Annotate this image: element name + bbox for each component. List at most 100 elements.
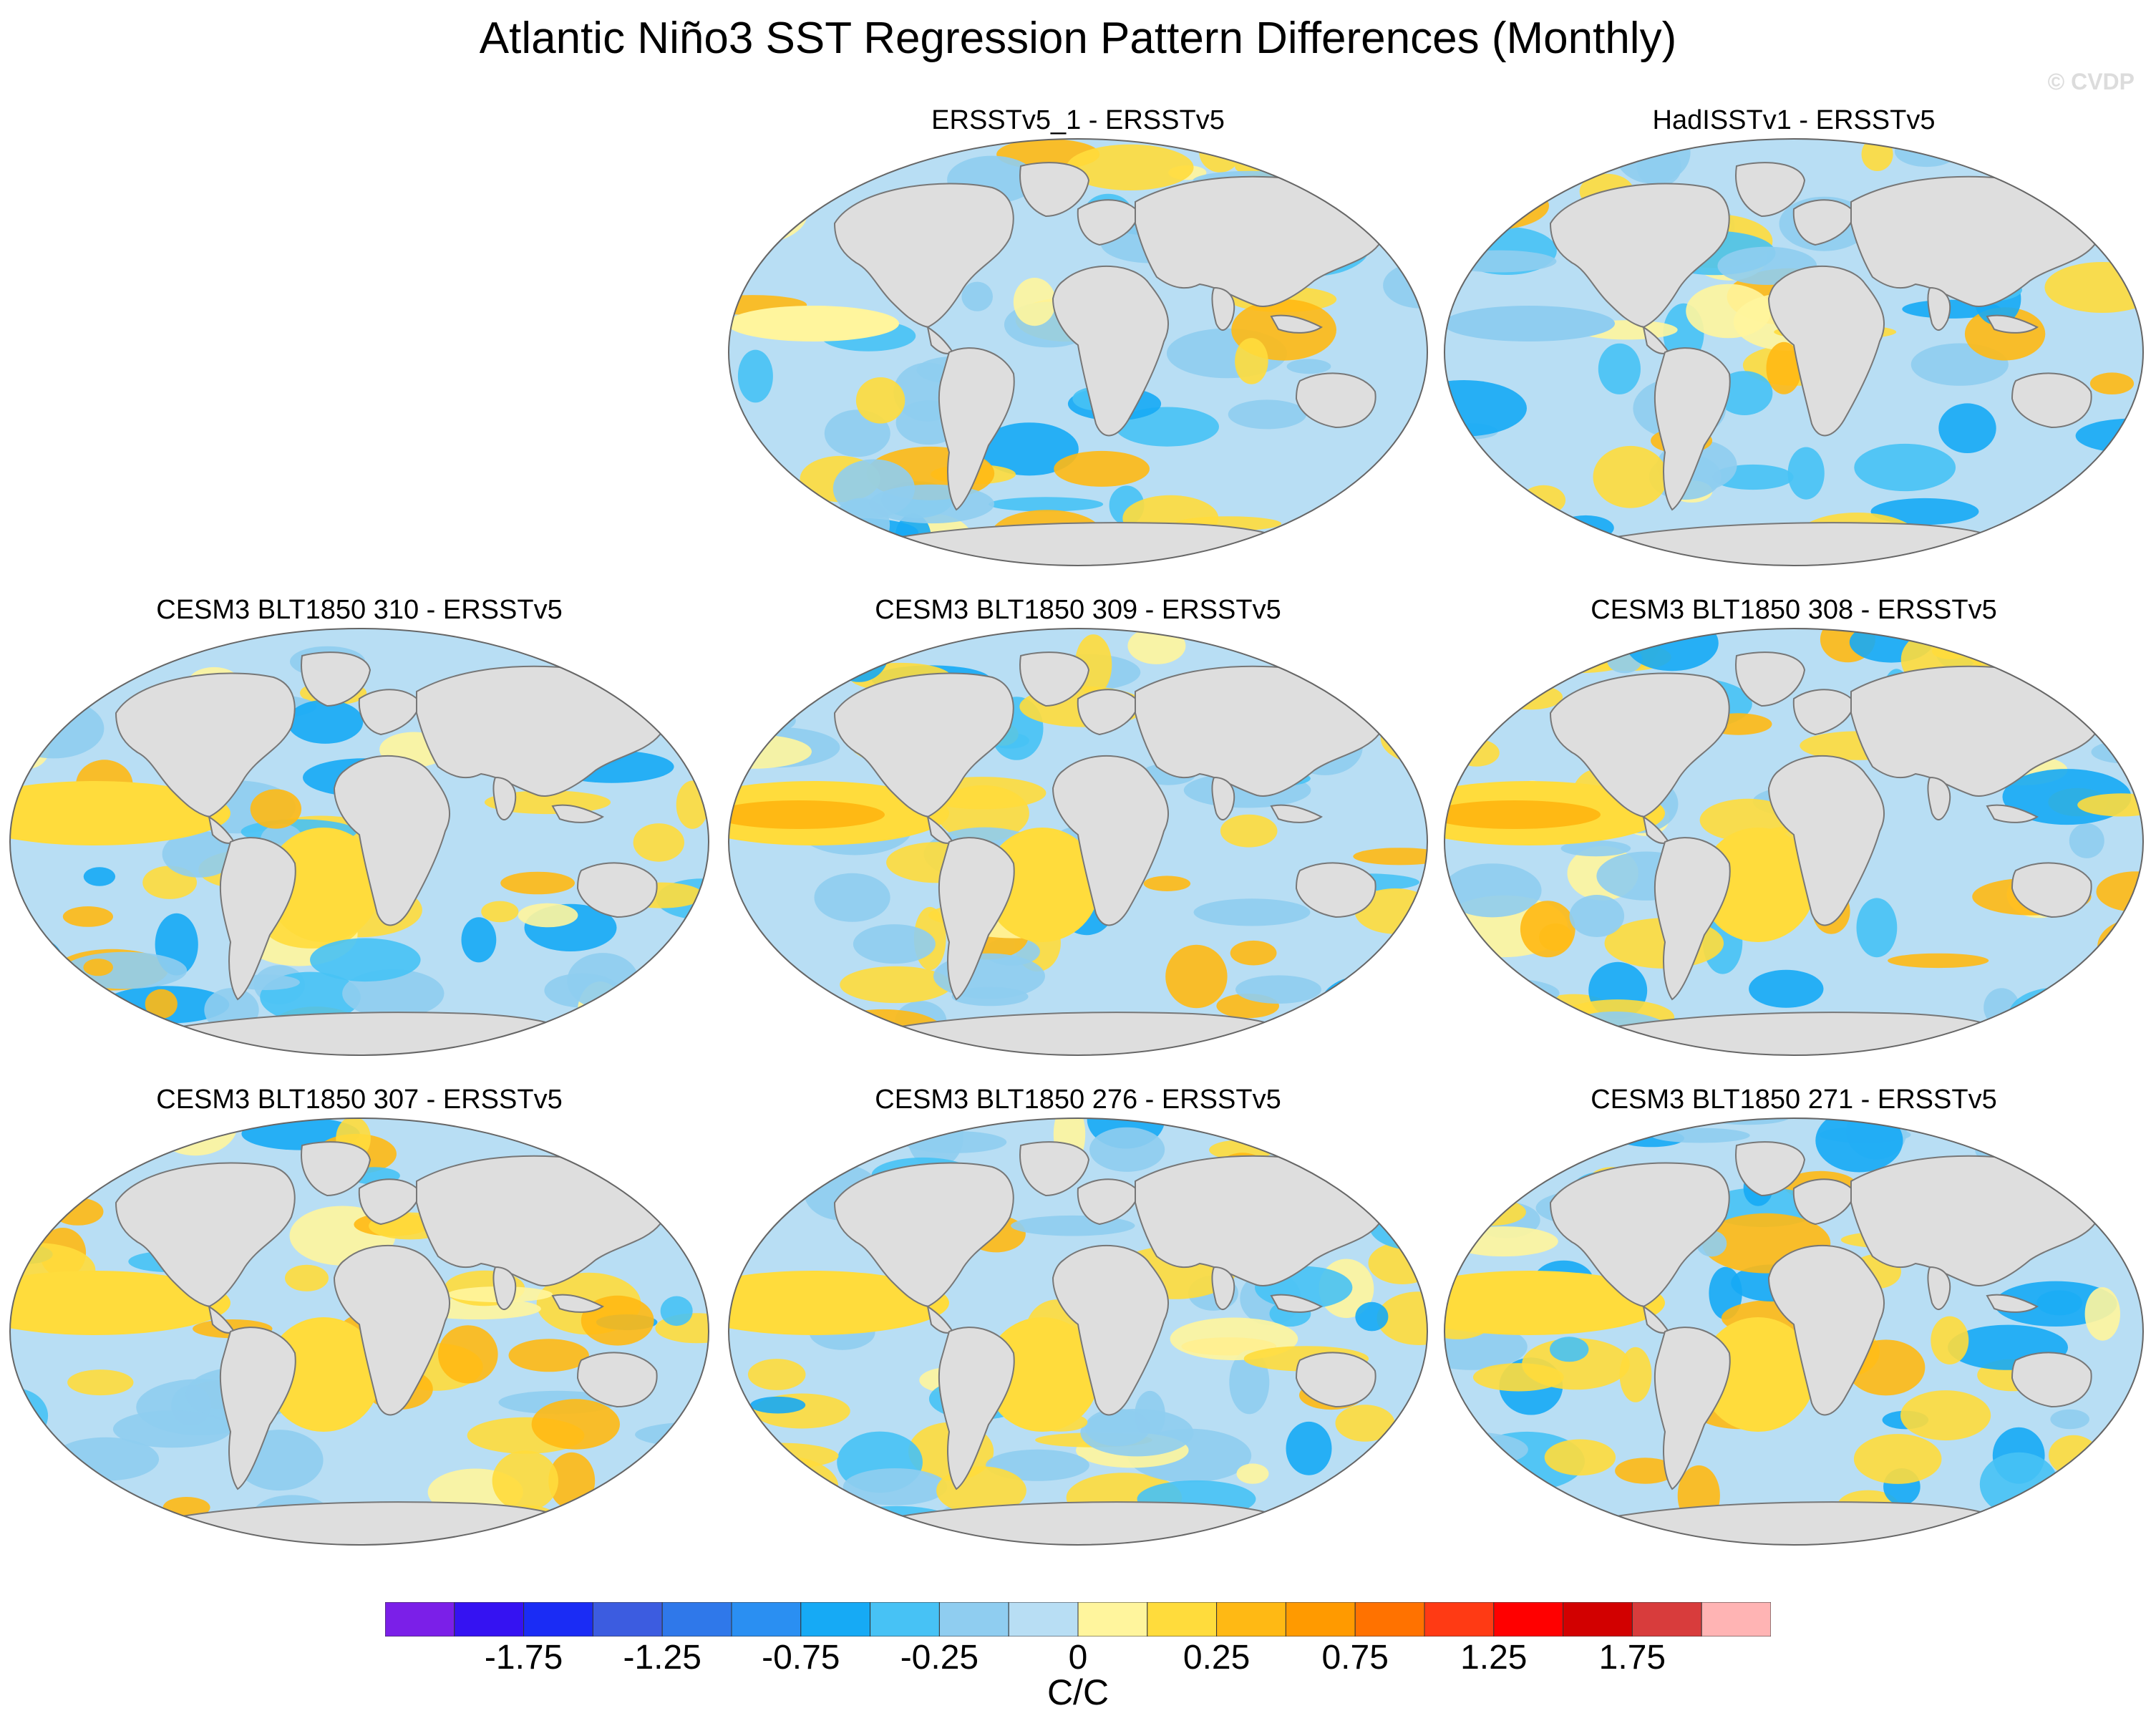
anomaly-patch	[2097, 467, 2143, 483]
anomaly-patch	[1193, 898, 1311, 926]
map-border	[9, 1117, 709, 1546]
anomaly-patch	[1615, 1458, 1676, 1484]
south-atlantic-anomaly	[266, 1317, 381, 1432]
anomaly-patch	[1749, 969, 1824, 1008]
anomaly-patch	[1981, 528, 2062, 566]
map-panel: ERSSTv5_1 - ERSSTv5	[727, 105, 1429, 606]
land-mass	[1295, 372, 1376, 429]
anomaly-patch	[989, 497, 1104, 512]
anomaly-patch	[1484, 629, 1554, 663]
anomaly-patch	[2094, 1140, 2143, 1163]
land-mass	[2011, 372, 2092, 429]
panel-title: CESM3 BLT1850 276 - ERSSTv5	[875, 1085, 1281, 1115]
anomaly-patch	[1854, 443, 1956, 492]
anomaly-patch	[729, 1455, 839, 1518]
anomaly-patch	[1520, 901, 1575, 958]
land-mass	[576, 1352, 658, 1408]
anomaly-patch	[62, 906, 113, 927]
land-mass	[1211, 286, 1235, 331]
anomaly-patch	[1766, 341, 1802, 394]
colorbar-swatch	[1077, 1602, 1148, 1637]
anomaly-patch	[1449, 1226, 1558, 1257]
colorbar-tick-label: -0.75	[762, 1639, 840, 1677]
anomaly-patch	[1506, 645, 1545, 666]
pacific-band	[1444, 306, 1615, 341]
anomaly-patch	[1593, 445, 1668, 508]
map-border	[1444, 1117, 2144, 1546]
map-panel: HadISSTv1 - ERSSTv5	[1443, 105, 2145, 606]
colorbar-swatch	[1216, 1602, 1286, 1637]
pacific-band	[729, 306, 899, 341]
map-panel: CESM3 BLT1850 309 - ERSSTv5	[727, 594, 1429, 1095]
anomaly-patch	[1444, 250, 1557, 273]
map-panel: CESM3 BLT1850 307 - ERSSTv5	[9, 1084, 710, 1585]
anomaly-patch	[492, 1450, 558, 1511]
anomaly-patch	[1299, 1531, 1402, 1545]
anomaly-patch	[1560, 840, 1631, 857]
panel-title: CESM3 BLT1850 308 - ERSSTv5	[1591, 595, 1997, 625]
land-mass	[1052, 265, 1170, 437]
world-map	[1444, 1117, 2144, 1546]
land-mass	[2011, 1352, 2092, 1408]
anomaly-patch	[1341, 541, 1384, 566]
anomaly-patch	[1232, 548, 1321, 566]
land-mass	[358, 1178, 422, 1226]
land-mass	[1792, 199, 1856, 246]
south-atlantic-anomaly	[1701, 828, 1815, 942]
land-mass	[492, 1266, 517, 1310]
land-mass	[333, 755, 451, 926]
anomaly-patch	[1286, 1421, 1332, 1475]
land-mass	[301, 1141, 372, 1197]
anomaly-patch	[1870, 498, 1979, 525]
land-mass	[1019, 1141, 1090, 1197]
anomaly-patch	[2077, 793, 2143, 817]
anomaly-patch	[637, 1475, 709, 1504]
anomaly-patch	[2072, 1118, 2143, 1160]
land-mass	[1019, 651, 1090, 707]
anomaly-patch	[980, 422, 1079, 476]
anomaly-patch	[579, 1025, 641, 1055]
anomaly-patch	[1089, 1127, 1165, 1172]
colorbar-swatch	[731, 1602, 802, 1637]
anomaly-patch	[746, 142, 807, 201]
land-mass	[219, 1327, 296, 1490]
map-border	[728, 628, 1428, 1056]
anomaly-patch	[729, 468, 764, 500]
world-map	[1444, 138, 2144, 566]
anomaly-patch	[1458, 1007, 1583, 1055]
anomaly-patch	[1569, 895, 1625, 937]
anomaly-patch	[1555, 1526, 1641, 1545]
anomaly-patch	[656, 970, 709, 1010]
land-mass	[1549, 672, 1730, 818]
colorbar-swatch	[800, 1602, 871, 1637]
anomaly-patch	[729, 648, 829, 669]
anomaly-patch	[1235, 975, 1321, 1004]
anomaly-patch	[2037, 1165, 2127, 1185]
anomaly-patch	[83, 867, 116, 886]
anomaly-patch	[737, 183, 781, 230]
anomaly-patch	[19, 1526, 54, 1545]
anomaly-patch	[1398, 183, 1427, 210]
anomaly-patch	[1355, 1301, 1389, 1332]
colorbar-swatch	[1008, 1602, 1079, 1637]
land-mass	[1295, 862, 1376, 918]
anomaly-patch	[1900, 1390, 1991, 1441]
anomaly-patch	[10, 1485, 68, 1513]
land-mass	[1654, 837, 1731, 1001]
anomaly-patch	[1354, 1134, 1416, 1184]
land-mass	[115, 672, 296, 818]
anomaly-patch	[24, 997, 109, 1055]
anomaly-patch	[814, 873, 890, 922]
land-mass	[1986, 804, 2039, 823]
colorbar-swatch	[1701, 1602, 1771, 1637]
land-mass	[1211, 1266, 1235, 1310]
land-mass	[1767, 1244, 1885, 1416]
anomaly-patch	[793, 518, 918, 547]
land-mass	[1767, 265, 1885, 437]
anomaly-patch	[1220, 814, 1278, 848]
map-border	[1444, 138, 2144, 566]
anomaly-patch	[1598, 343, 1641, 394]
anomaly-patch	[1931, 1316, 1969, 1364]
anomaly-patch	[633, 823, 684, 862]
anomaly-patch	[83, 959, 113, 976]
